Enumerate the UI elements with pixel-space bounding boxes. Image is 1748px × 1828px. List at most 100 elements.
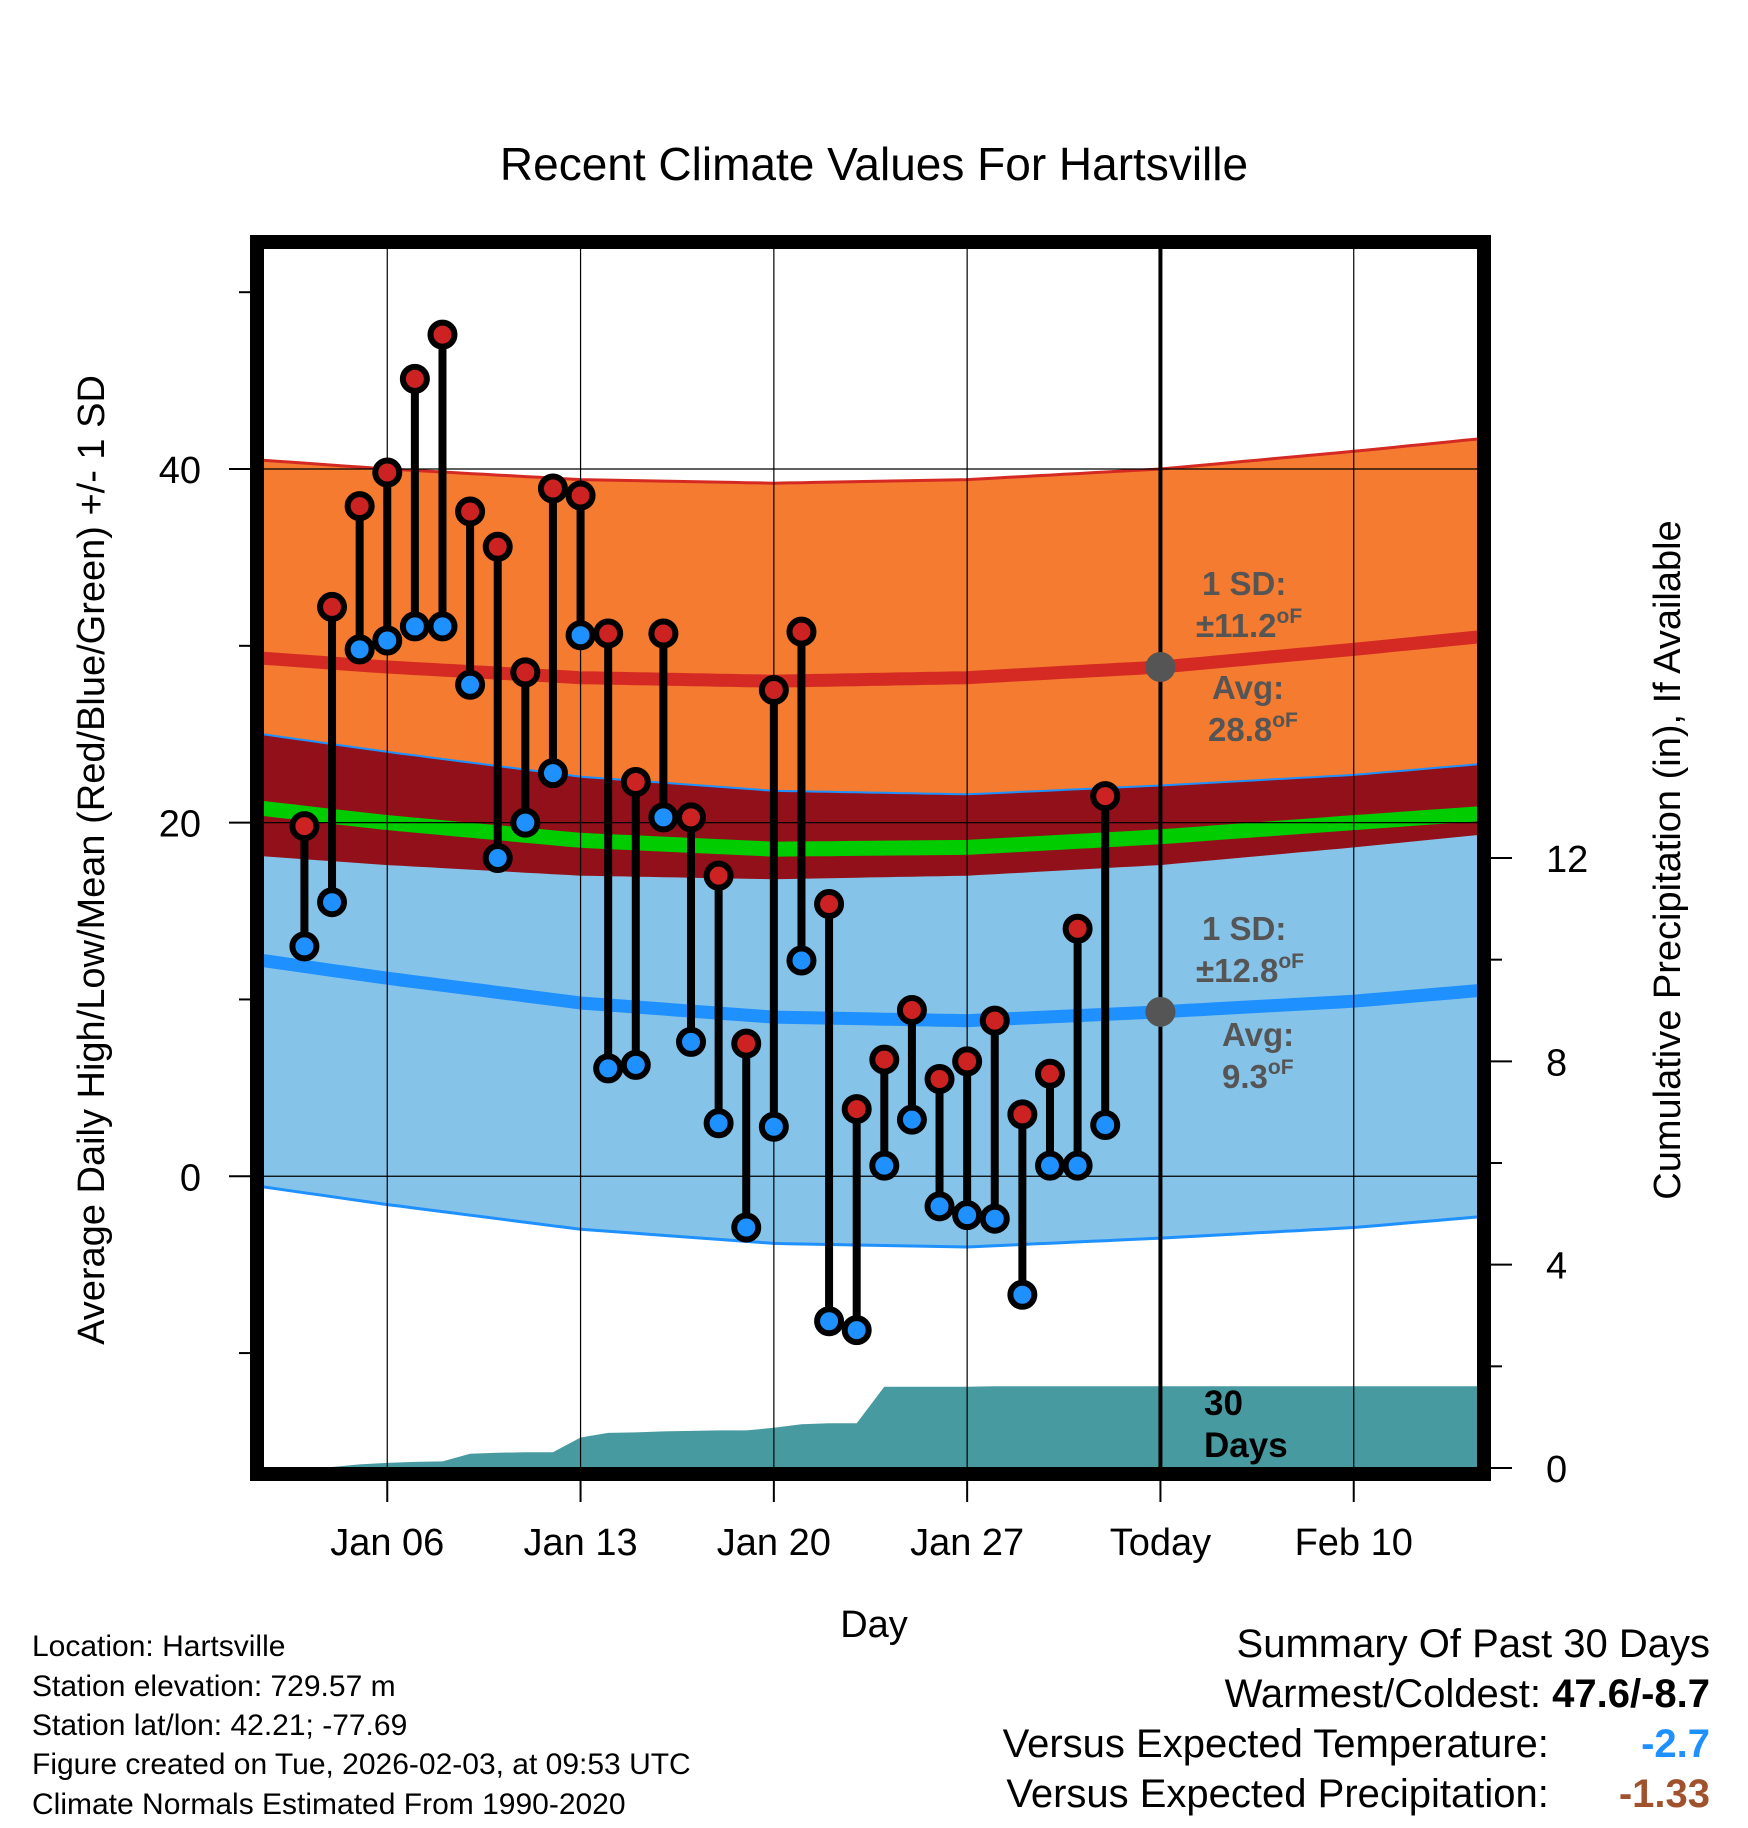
daily-low-point [814,1306,845,1337]
precip-area [304,1386,1478,1468]
daily-low-point [924,1191,955,1222]
daily-high-point [1062,913,1093,944]
daily-high-point [896,995,927,1026]
daily-high-point [427,319,458,350]
high-avg-unit: oF [1272,709,1298,732]
precip-deviation-label: Versus Expected Precipitation: [1006,1772,1549,1816]
summary-temp: Versus Expected Temperature: -2.7 [1003,1722,1710,1767]
daily-low-point [896,1104,927,1135]
daily-low-point [676,1026,707,1057]
high-avg-value: 28.8 [1208,711,1272,748]
daily-high-point [841,1094,872,1125]
low-band-top-edge [263,733,1478,796]
daily-low-point [317,887,348,918]
summary-precip: Versus Expected Precipitation: -1.33 [1006,1772,1710,1817]
daily-low-point [1034,1150,1065,1181]
temp-deviation-value: -2.7 [1641,1722,1710,1766]
high-sd-value: ±11.2 [1196,607,1277,644]
daily-high-point [537,473,568,504]
temp-deviation-label: Versus Expected Temperature: [1002,1722,1549,1766]
summary-title: Summary Of Past 30 Days [1236,1622,1710,1666]
days-word: Days [1204,1426,1288,1465]
plot-content [263,248,1478,1468]
meta-elevation: Station elevation: 729.57 m [32,1670,396,1703]
daily-high-point [482,531,513,562]
high-sd-label: 1 SD: [1202,565,1286,602]
meta-location: Location: Hartsville [32,1630,286,1663]
daily-low-point [703,1108,734,1139]
y2-tick-label: 0 [1546,1449,1567,1491]
meta-created: Figure created on Tue, 2026-02-03, at 09… [32,1748,691,1781]
daily-high-point [869,1044,900,1075]
x-tick-label: Jan 06 [330,1522,444,1564]
y-tick-label: 0 [180,1157,201,1199]
daily-high-point [565,480,596,511]
low-sd-label: 1 SD: [1202,910,1286,947]
daily-high-point [814,888,845,919]
daily-low-point [1007,1279,1038,1310]
daily-low-point [372,625,403,656]
svg-text:±11.2oF: ±11.2oF [1196,605,1302,644]
daily-low-point [455,669,486,700]
daily-high-point [731,1028,762,1059]
daily-high-point [1090,781,1121,812]
low-avg-label: Avg: [1222,1016,1294,1053]
daily-low-point [869,1150,900,1181]
high-avg-label: Avg: [1212,669,1284,706]
low-avg-marker [1145,996,1176,1027]
chart-title: Recent Climate Values For Hartsville [500,138,1248,190]
daily-low-point [758,1111,789,1142]
daily-low-point [399,611,430,642]
days-number: 30 [1204,1384,1243,1423]
daily-high-point [593,618,624,649]
daily-high-point [620,766,651,797]
daily-high-point [455,496,486,527]
daily-high-point [786,616,817,647]
high-band-top-edge [263,437,1478,485]
low-sd-unit: oF [1278,950,1304,973]
daily-high-point [1034,1058,1065,1089]
daily-low-point [1062,1150,1093,1181]
y2-tick-label: 4 [1546,1246,1567,1288]
daily-high-point [344,491,375,522]
daily-high-point [317,591,348,622]
daily-low-point [344,634,375,665]
plot-area: Jan 06 Jan 13 Jan 20 Jan 27 Today Feb 1002040… [159,235,1588,1564]
daily-low-point [979,1203,1010,1234]
daily-high-point [289,811,320,842]
meta-latlon: Station lat/lon: 42.21; -77.69 [32,1709,408,1742]
precip-deviation-value: -1.33 [1618,1772,1710,1816]
summary-warmest-coldest: Warmest/Coldest: 47.6/-8.7 [1225,1672,1710,1717]
daily-high-point [703,860,734,891]
low-annotation: 1 SD: ±12.8oF Avg: 9.3oF [1196,910,1304,1095]
x-tick-label: Jan 13 [524,1522,638,1564]
y-tick-label: 20 [159,804,201,846]
daily-high-point [758,675,789,706]
daily-high-point [952,1046,983,1077]
low-avg-unit: oF [1268,1056,1294,1079]
daily-low-point [510,807,541,838]
y-axis-label: Average Daily High/Low/Mean (Red/Blue/Gr… [71,375,113,1345]
daily-high-point [979,1005,1010,1036]
warmest-coldest-value: 47.6/-8.7 [1552,1672,1710,1716]
daily-high-point [510,657,541,688]
high-annotation: 1 SD: ±11.2oF Avg: 28.8oF [1196,565,1302,748]
svg-text:28.8oF: 28.8oF [1208,709,1298,748]
low-avg-value: 9.3 [1222,1058,1268,1095]
daily-high-point [372,457,403,488]
x-tick-label: Feb 10 [1295,1522,1413,1564]
x-tick-label: Jan 20 [717,1522,831,1564]
daily-high-point [1007,1099,1038,1130]
x-tick-label: Jan 27 [910,1522,1024,1564]
daily-low-point [427,611,458,642]
daily-high-point [676,802,707,833]
daily-high-point [924,1064,955,1095]
normal-mean-line [263,801,1478,857]
daily-low-point [648,802,679,833]
days-annotation: 30 Days [1204,1384,1288,1465]
meta-normals: Climate Normals Estimated From 1990-2020 [32,1788,626,1821]
daily-low-point [289,931,320,962]
plot-frame [250,235,1491,1481]
daily-high-point [399,363,430,394]
